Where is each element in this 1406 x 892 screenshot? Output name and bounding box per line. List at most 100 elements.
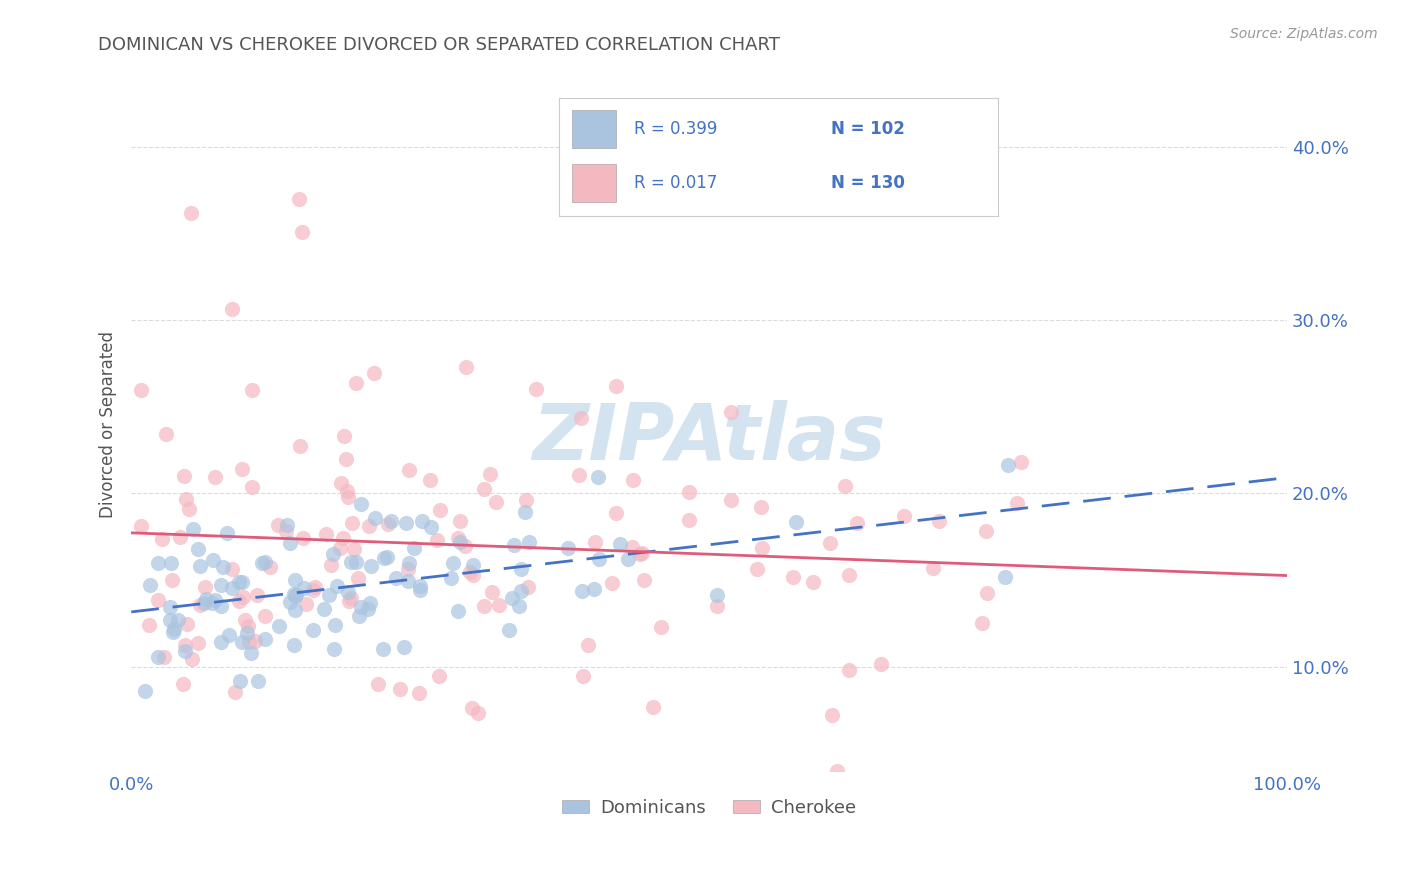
Point	[893, 509, 915, 524]
Point	[325, 579, 347, 593]
Point	[243, 633, 266, 648]
Point	[181, 652, 204, 666]
Point	[678, 485, 700, 500]
Point	[221, 302, 243, 317]
Point	[347, 571, 370, 585]
Point	[447, 604, 470, 618]
Point	[201, 596, 224, 610]
Point	[240, 646, 263, 660]
Point	[318, 588, 340, 602]
Point	[233, 613, 256, 627]
Point	[396, 562, 419, 576]
Point	[332, 531, 354, 545]
Point	[238, 635, 260, 649]
Point	[211, 560, 233, 574]
Point	[576, 639, 599, 653]
Point	[333, 429, 356, 443]
Legend: Dominicans, Cherokee: Dominicans, Cherokee	[555, 791, 863, 824]
Point	[228, 673, 250, 688]
Point	[148, 649, 170, 664]
Point	[204, 470, 226, 484]
Point	[236, 625, 259, 640]
Point	[458, 565, 481, 579]
Point	[373, 551, 395, 566]
Point	[467, 706, 489, 720]
Point	[976, 524, 998, 538]
Point	[231, 635, 253, 649]
Point	[276, 517, 298, 532]
Point	[508, 599, 530, 613]
Point	[322, 641, 344, 656]
Point	[204, 593, 226, 607]
Point	[620, 541, 643, 555]
Point	[129, 383, 152, 397]
Point	[583, 535, 606, 549]
Point	[751, 500, 773, 515]
Point	[409, 582, 432, 597]
Point	[174, 492, 197, 507]
Point	[449, 535, 471, 549]
Point	[419, 473, 441, 487]
Point	[524, 382, 547, 396]
Point	[398, 463, 420, 477]
Point	[160, 556, 183, 570]
Point	[380, 515, 402, 529]
Point	[360, 559, 382, 574]
Point	[224, 685, 246, 699]
Point	[801, 575, 824, 590]
Point	[409, 578, 432, 592]
Point	[138, 578, 160, 592]
Point	[449, 514, 471, 528]
Point	[970, 616, 993, 631]
Point	[283, 638, 305, 652]
Point	[373, 642, 395, 657]
Point	[395, 516, 418, 531]
Point	[568, 468, 591, 483]
Point	[994, 570, 1017, 584]
Point	[335, 452, 357, 467]
Point	[344, 555, 367, 569]
Point	[250, 556, 273, 570]
Point	[209, 599, 232, 614]
Point	[202, 553, 225, 567]
Point	[330, 475, 353, 490]
Point	[284, 573, 307, 587]
Point	[194, 591, 217, 606]
Point	[367, 676, 389, 690]
Point	[1010, 454, 1032, 468]
Point	[246, 588, 269, 602]
Point	[633, 573, 655, 587]
Point	[426, 533, 449, 547]
Point	[408, 686, 430, 700]
Point	[747, 562, 769, 576]
Point	[557, 541, 579, 556]
Point	[363, 367, 385, 381]
Point	[215, 526, 238, 541]
Point	[253, 555, 276, 569]
Point	[155, 427, 177, 442]
Point	[845, 516, 868, 530]
Point	[398, 556, 420, 570]
Point	[447, 531, 470, 545]
Point	[488, 598, 510, 612]
Point	[339, 555, 361, 569]
Point	[838, 568, 860, 582]
Point	[517, 535, 540, 549]
Point	[302, 583, 325, 598]
Point	[319, 558, 342, 572]
Point	[232, 590, 254, 604]
Point	[678, 513, 700, 527]
Point	[159, 613, 181, 627]
Point	[720, 405, 742, 419]
Point	[706, 588, 728, 602]
Point	[479, 467, 502, 482]
Point	[921, 561, 943, 575]
Point	[209, 635, 232, 649]
Point	[283, 587, 305, 601]
Point	[288, 439, 311, 453]
Point	[315, 527, 337, 541]
Point	[292, 581, 315, 595]
Point	[267, 619, 290, 633]
Point	[821, 708, 844, 723]
Point	[429, 503, 451, 517]
